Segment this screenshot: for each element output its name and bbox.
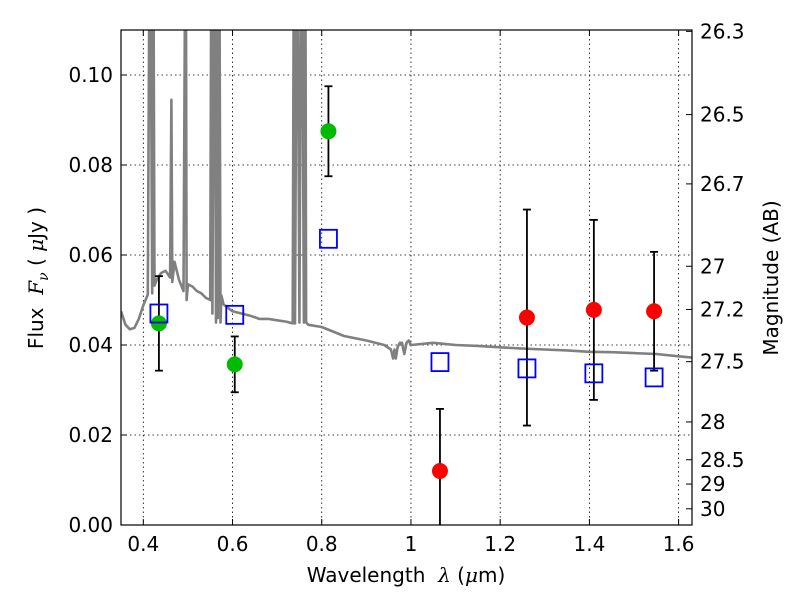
y2-tick-label: 29 (700, 472, 725, 496)
y2-axis-label: Magnitude (AB) (759, 200, 783, 355)
plot-frame (120, 29, 693, 526)
x-tick-label: 0.4 (127, 532, 159, 556)
data-point (646, 303, 663, 320)
y-tick-label: 0.08 (68, 153, 113, 177)
model-point (517, 358, 537, 379)
x-tick-label: 1 (405, 532, 418, 556)
data-point (226, 356, 243, 373)
y-tick-label: 0.04 (68, 333, 113, 357)
y2-tick-label: 28.5 (700, 448, 745, 472)
y-tick-label: 0.00 (68, 513, 113, 537)
plot-background (121, 30, 692, 525)
x-axis-label: Wavelength λ (μm) (307, 563, 506, 587)
model-point (584, 363, 604, 384)
photometry-series (149, 85, 664, 525)
x-tick-label: 1.4 (573, 532, 605, 556)
y2-tick-label: 27.2 (700, 297, 745, 321)
spectrum-line (121, 30, 692, 360)
model-point (319, 228, 338, 249)
y2-tick-label: 26.3 (700, 19, 745, 43)
y2-tick-label: 27.5 (700, 350, 745, 374)
x-tick-label: 0.8 (306, 532, 338, 556)
y2-tick-label: 28 (700, 410, 725, 434)
data-point (320, 123, 337, 140)
spectrum-series (121, 30, 692, 360)
data-point (431, 463, 448, 479)
axis-ticks: 0.4 0.6 0.8 1 1.2 1.4 1.6 0.00 0.02 0.04 0.06 0.08 0… (68, 19, 744, 556)
data-point (518, 309, 535, 326)
y-tick-label: 0.10 (68, 63, 113, 87)
y2-tick-label: 30 (700, 497, 725, 521)
y2-tick-label: 26.5 (700, 103, 745, 127)
model-point (149, 303, 169, 324)
x-tick-label: 1.2 (484, 532, 516, 556)
y2-tick-label: 26.7 (700, 172, 745, 196)
model-point (225, 304, 245, 325)
y-tick-label: 0.06 (68, 243, 113, 267)
x-tick-label: 1.6 (663, 532, 695, 556)
model-point (644, 367, 664, 388)
x-tick-label: 0.6 (217, 532, 249, 556)
y-tick-label: 0.02 (68, 423, 113, 447)
data-point (585, 301, 602, 318)
y-axis-label: Flux Fν ( μJy ) (24, 207, 52, 349)
model-point (430, 352, 450, 373)
y2-tick-label: 27 (700, 254, 725, 278)
